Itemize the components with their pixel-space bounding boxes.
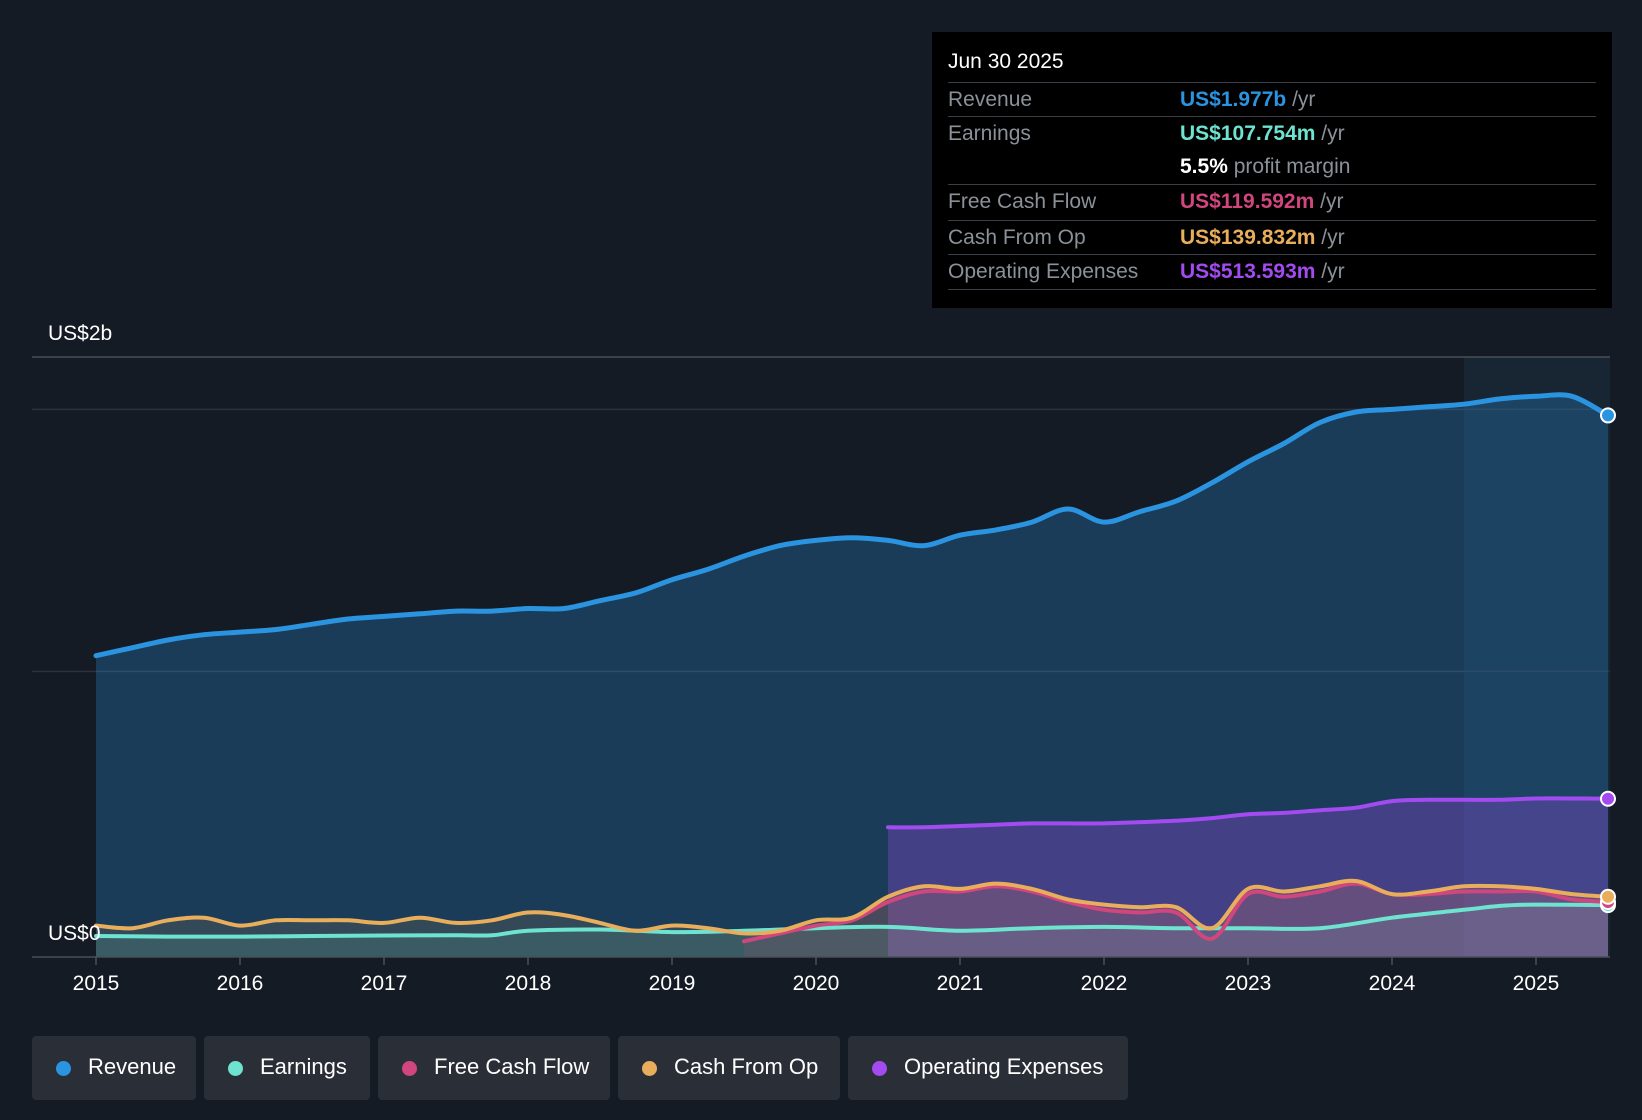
tooltip-label: Free Cash Flow xyxy=(948,190,1097,213)
x-tick-label: 2015 xyxy=(73,972,120,995)
tooltip-profit-margin: 5.5% profit margin xyxy=(1180,155,1351,178)
legend-item-cash-from-op[interactable]: Cash From Op xyxy=(618,1036,840,1100)
x-tick-label: 2016 xyxy=(217,972,264,995)
x-tick-label: 2021 xyxy=(937,972,984,995)
x-tick-label: 2022 xyxy=(1081,972,1128,995)
legend-item-revenue[interactable]: Revenue xyxy=(32,1036,196,1100)
earnings-dot-icon xyxy=(228,1061,243,1076)
tooltip-row-earnings: Earnings US$107.754m /yr xyxy=(948,116,1596,151)
fcf-area xyxy=(744,883,1608,957)
opex-area xyxy=(888,798,1608,957)
tooltip-label: Cash From Op xyxy=(948,226,1086,249)
opex-end-marker[interactable] xyxy=(1600,790,1616,807)
cfo-end-marker[interactable] xyxy=(1600,888,1616,905)
legend-item-earnings[interactable]: Earnings xyxy=(204,1036,370,1100)
tooltip-value: US$1.977b /yr xyxy=(1180,88,1316,111)
tooltip-row-cfo: Cash From Op US$139.832m /yr xyxy=(948,220,1596,255)
x-tick-label: 2017 xyxy=(361,972,408,995)
opex-dot-icon xyxy=(872,1061,887,1076)
legend-item-operating-expenses[interactable]: Operating Expenses xyxy=(848,1036,1128,1100)
y-axis-zero-label: US$0 xyxy=(48,922,101,945)
tooltip-label: Revenue xyxy=(948,88,1033,111)
x-tick-label: 2024 xyxy=(1369,972,1416,995)
tooltip-label: Operating Expenses xyxy=(948,260,1139,283)
fcf-line xyxy=(742,881,1610,944)
opex-line xyxy=(886,796,1610,830)
tooltip-row-margin: 5.5% profit margin xyxy=(948,150,1596,184)
fcf-dot-icon xyxy=(402,1061,417,1076)
y-axis-top-label: US$2b xyxy=(48,322,112,345)
legend-label: Earnings xyxy=(260,1054,347,1079)
tooltip-row-revenue: Revenue US$1.977b /yr xyxy=(948,82,1596,117)
earnings-area xyxy=(96,904,1608,957)
cfo-line xyxy=(94,878,1610,936)
x-tick-label: 2020 xyxy=(793,972,840,995)
legend-label: Revenue xyxy=(88,1054,177,1079)
tooltip-date: Jun 30 2025 xyxy=(948,50,1064,73)
tooltip-value: US$513.593m /yr xyxy=(1180,260,1345,283)
x-tick-label: 2018 xyxy=(505,972,552,995)
forecast-highlight-band xyxy=(1464,357,1610,957)
x-tick-label: 2023 xyxy=(1225,972,1272,995)
cfo-dot-icon xyxy=(642,1061,657,1076)
tooltip-row-opex: Operating Expenses US$513.593m /yr xyxy=(948,254,1596,290)
tooltip-value: US$119.592m /yr xyxy=(1180,190,1344,213)
tooltip-row-fcf: Free Cash Flow US$119.592m /yr xyxy=(948,184,1596,219)
tooltip-value: US$107.754m /yr xyxy=(1180,122,1345,145)
legend-label: Free Cash Flow xyxy=(434,1054,590,1079)
earnings-line xyxy=(94,902,1610,939)
tooltip-value: US$139.832m /yr xyxy=(1180,226,1345,249)
x-tick-label: 2019 xyxy=(649,972,696,995)
tooltip-panel: Jun 30 2025 Revenue US$1.977b /yr Earnin… xyxy=(932,32,1612,308)
tooltip-label: Earnings xyxy=(948,122,1031,145)
legend-label: Operating Expenses xyxy=(904,1054,1104,1079)
x-tick-label: 2025 xyxy=(1513,972,1560,995)
revenue-line xyxy=(93,392,1611,659)
revenue-dot-icon xyxy=(56,1061,71,1076)
revenue-end-marker[interactable] xyxy=(1600,407,1616,424)
legend-item-free-cash-flow[interactable]: Free Cash Flow xyxy=(378,1036,610,1100)
legend-label: Cash From Op xyxy=(674,1054,819,1079)
